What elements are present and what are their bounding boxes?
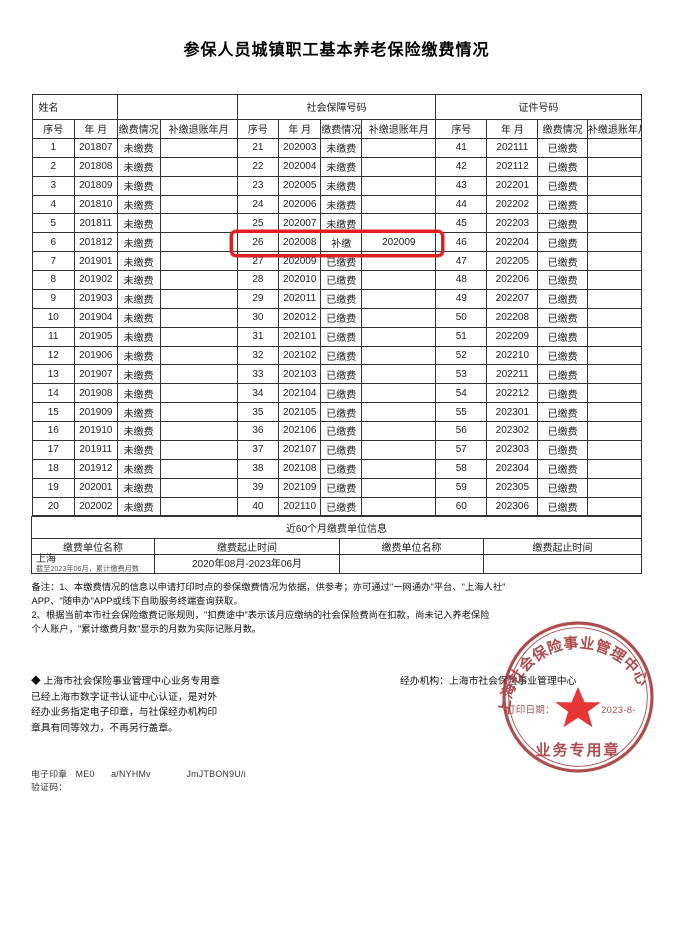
svg-text:打印日期：: 打印日期： bbox=[506, 704, 555, 716]
svg-text:2023-8-: 2023-8- bbox=[601, 705, 636, 716]
svg-text:业务专用章: 业务专用章 bbox=[535, 741, 620, 759]
